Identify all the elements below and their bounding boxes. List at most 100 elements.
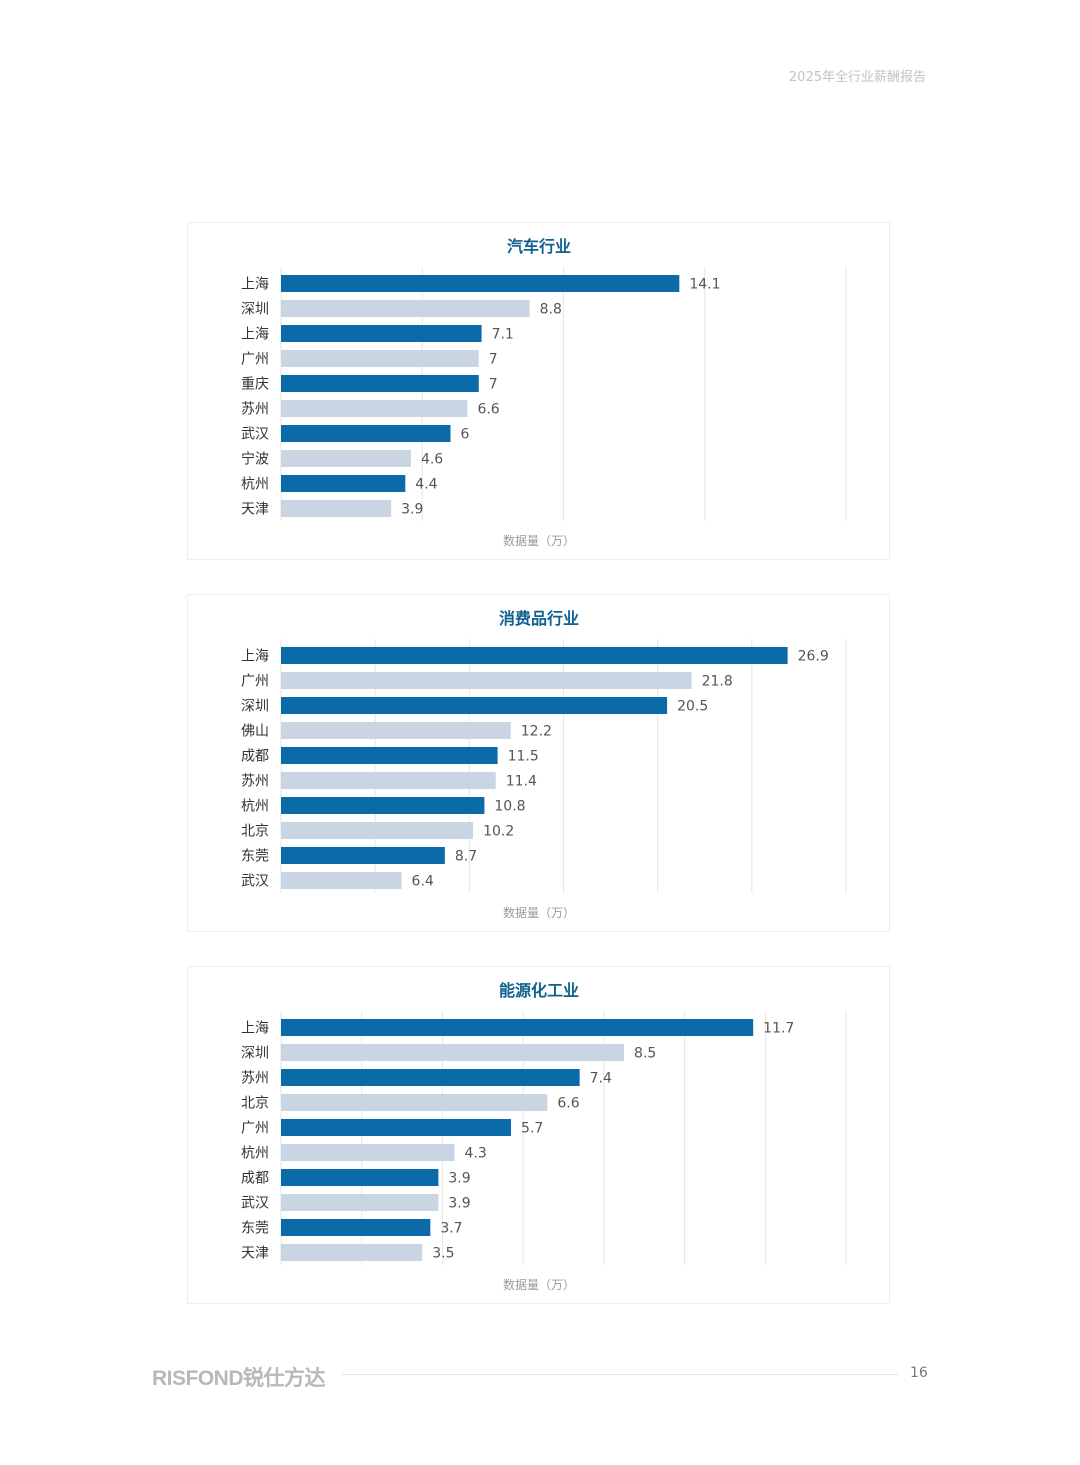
bar xyxy=(281,647,788,664)
chart-card-auto-industry: 汽车行业 上海 14.1 深圳 8.8 上海 7.1 广州 7 重庆 7 苏州 6.6 武汉 6 宁波 4.6 杭… xyxy=(187,222,890,560)
x-axis-label: 数据量（万） xyxy=(503,1277,575,1292)
x-axis-label: 数据量（万） xyxy=(503,533,575,548)
bar xyxy=(281,275,680,292)
value-label: 11.5 xyxy=(508,749,539,765)
category-label: 广州 xyxy=(241,1121,269,1137)
value-label: 7.1 xyxy=(492,327,514,343)
value-label: 10.2 xyxy=(483,824,514,840)
value-label: 3.5 xyxy=(432,1246,454,1262)
chart-card-energy-chemical: 能源化工业上海 11.7 深圳 8.5 苏州 7.4 北京 6.6 广州 5.7 杭州 4.3 成都 3.… xyxy=(187,966,890,1304)
bar xyxy=(281,325,482,342)
value-label: 6 xyxy=(461,427,470,443)
bar xyxy=(281,872,402,889)
bar xyxy=(281,1069,580,1086)
category-label: 武汉 xyxy=(241,874,269,890)
value-label: 12.2 xyxy=(521,724,552,740)
category-label: 深圳 xyxy=(241,302,269,318)
value-label: 8.7 xyxy=(455,849,477,865)
bar xyxy=(281,1119,512,1136)
value-label: 8.8 xyxy=(540,302,562,318)
category-label: 杭州 xyxy=(241,1146,269,1162)
bar xyxy=(281,697,668,714)
value-label: 3.7 xyxy=(440,1221,462,1237)
value-label: 11.7 xyxy=(763,1021,794,1037)
category-label: 广州 xyxy=(241,674,269,690)
chart-title: 汽车行业 xyxy=(507,237,571,256)
bar xyxy=(281,375,479,392)
category-label: 天津 xyxy=(241,1246,269,1262)
bar xyxy=(281,450,411,467)
bar xyxy=(281,1169,439,1186)
value-label: 8.5 xyxy=(634,1046,656,1062)
category-label: 苏州 xyxy=(241,1071,269,1087)
chart-title: 消费品行业 xyxy=(499,609,579,628)
value-label: 10.8 xyxy=(494,799,525,815)
bar xyxy=(281,847,445,864)
category-label: 东莞 xyxy=(241,1221,269,1237)
bar xyxy=(281,797,485,814)
category-label: 上海 xyxy=(241,1021,269,1037)
category-label: 成都 xyxy=(241,749,269,765)
category-label: 苏州 xyxy=(241,402,269,418)
value-label: 3.9 xyxy=(401,502,423,518)
category-label: 杭州 xyxy=(241,477,269,493)
category-label: 苏州 xyxy=(241,774,269,790)
category-label: 广州 xyxy=(241,352,269,368)
bar xyxy=(281,500,392,517)
bar xyxy=(281,722,511,739)
category-label: 佛山 xyxy=(241,724,269,740)
value-label: 3.9 xyxy=(448,1196,470,1212)
category-label: 北京 xyxy=(241,1096,269,1112)
bar xyxy=(281,1194,439,1211)
bar xyxy=(281,1144,455,1161)
report-title: 2025年全行业薪酬报告 xyxy=(788,70,926,85)
category-label: 深圳 xyxy=(241,699,269,715)
brand-logo: RISFOND锐仕方达 xyxy=(152,1367,326,1390)
value-label: 4.6 xyxy=(421,452,443,468)
category-label: 武汉 xyxy=(241,1196,269,1212)
value-label: 26.9 xyxy=(798,649,829,665)
bar xyxy=(281,1094,548,1111)
category-label: 上海 xyxy=(241,277,269,293)
category-label: 深圳 xyxy=(241,1046,269,1062)
bar xyxy=(281,1219,431,1236)
chart-card-consumer-goods: 消费品行业 上海 26.9 广州 21.8 深圳 20.5 佛山 12.2 成都 11.5 苏州 11.… xyxy=(187,594,890,932)
value-label: 6.6 xyxy=(477,402,499,418)
bar xyxy=(281,1044,625,1061)
category-label: 天津 xyxy=(241,502,269,518)
value-label: 6.4 xyxy=(412,874,434,890)
value-label: 7.4 xyxy=(590,1071,612,1087)
value-label: 7 xyxy=(489,377,498,393)
bar xyxy=(281,822,474,839)
category-label: 成都 xyxy=(241,1171,269,1187)
footer-divider xyxy=(342,1374,898,1375)
value-label: 3.9 xyxy=(448,1171,470,1187)
bar xyxy=(281,1244,423,1261)
bar xyxy=(281,300,530,317)
value-label: 21.8 xyxy=(702,674,733,690)
value-label: 4.3 xyxy=(465,1146,487,1162)
bar xyxy=(281,747,498,764)
bar xyxy=(281,425,451,442)
value-label: 14.1 xyxy=(689,277,720,293)
x-axis-label: 数据量（万） xyxy=(503,905,575,920)
category-label: 武汉 xyxy=(241,427,269,443)
value-label: 6.6 xyxy=(557,1096,579,1112)
value-label: 4.4 xyxy=(415,477,437,493)
bar xyxy=(281,1019,754,1036)
category-label: 宁波 xyxy=(241,451,269,468)
bar xyxy=(281,772,496,789)
value-label: 7 xyxy=(489,352,498,368)
category-label: 上海 xyxy=(241,649,269,665)
value-label: 5.7 xyxy=(521,1121,543,1137)
value-label: 20.5 xyxy=(677,699,708,715)
bar xyxy=(281,672,692,689)
chart-title: 能源化工业 xyxy=(499,981,579,1000)
bar xyxy=(281,350,479,367)
bar xyxy=(281,475,406,492)
category-label: 上海 xyxy=(241,327,269,343)
category-label: 东莞 xyxy=(241,849,269,865)
